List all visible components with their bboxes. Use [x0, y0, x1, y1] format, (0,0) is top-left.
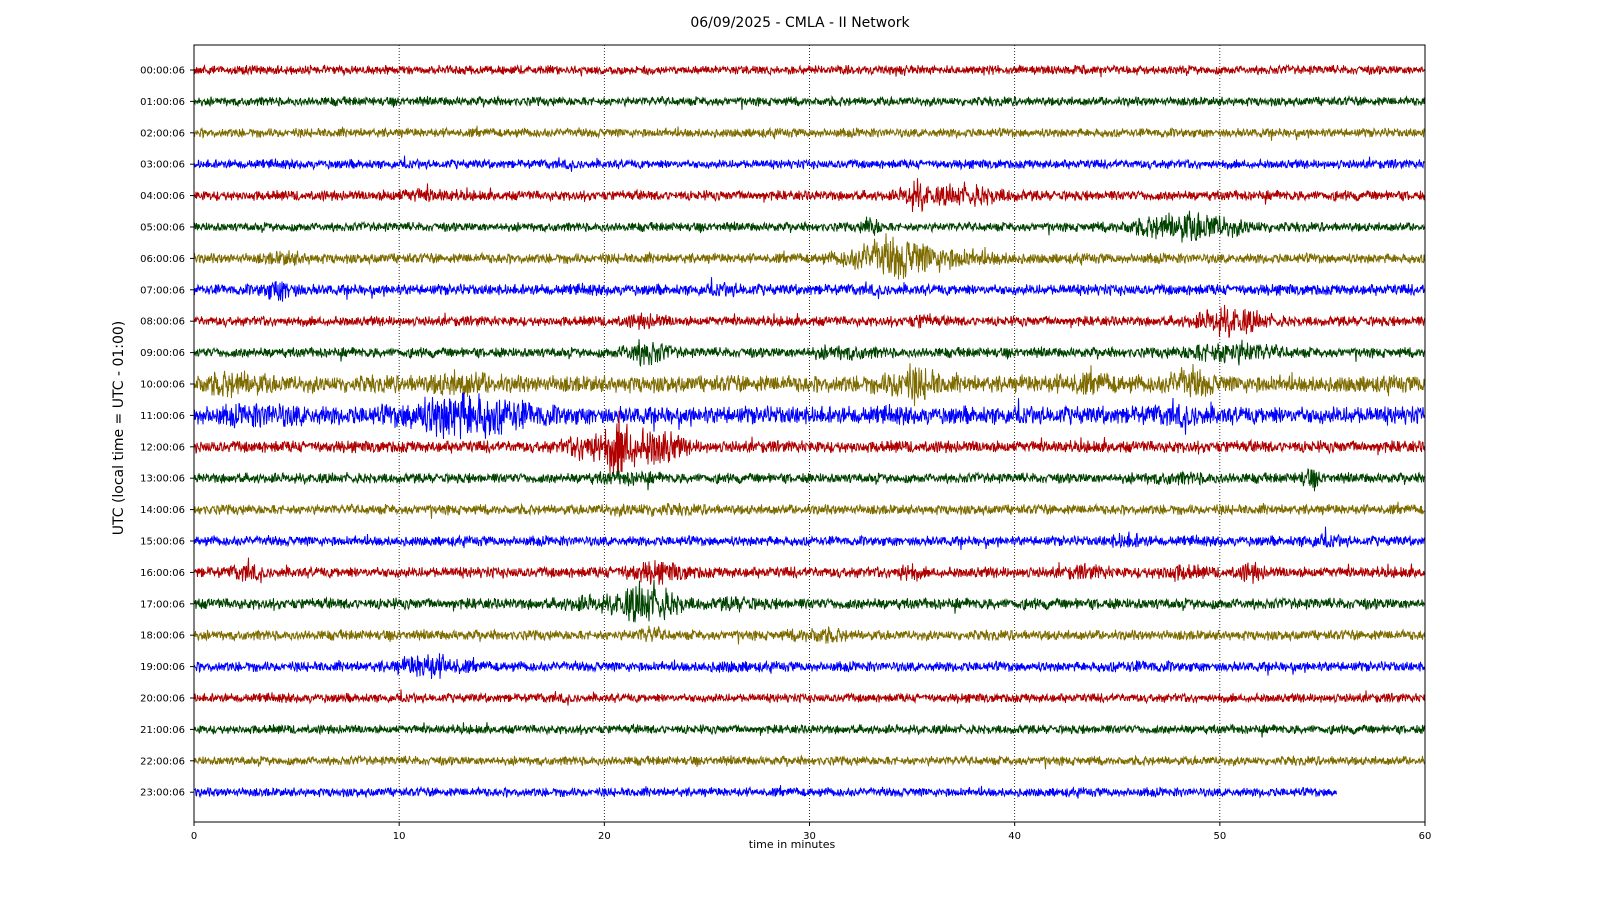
trace-21: [193, 722, 1426, 738]
trace-4: [193, 178, 1425, 213]
trace-6: [193, 233, 1426, 280]
trace-group: [193, 63, 1426, 799]
y-tick-label-23: 23:00:06: [140, 788, 185, 799]
trace-9: [193, 339, 1426, 367]
y-tick-label-20: 20:00:06: [140, 694, 185, 705]
trace-19: [193, 653, 1426, 680]
trace-15: [193, 526, 1426, 551]
grid-lines: [398, 45, 1221, 822]
y-tick-label-3: 03:00:06: [140, 160, 185, 171]
trace-20: [193, 689, 1426, 706]
trace-1: [193, 94, 1426, 110]
trace-2: [193, 125, 1426, 141]
y-tick-label-16: 16:00:06: [140, 568, 185, 579]
y-tick-label-18: 18:00:06: [140, 631, 185, 642]
y-tick-label-12: 12:00:06: [140, 442, 185, 453]
trace-18: [193, 625, 1426, 645]
y-tick-label-5: 05:00:06: [140, 223, 185, 234]
chart-title: 06/09/2025 - CMLA - II Network: [690, 15, 910, 31]
y-tick-label-11: 11:00:06: [140, 411, 185, 422]
y-tick-label-15: 15:00:06: [140, 537, 185, 548]
x-axis-label: time in minutes: [748, 838, 836, 851]
trace-12: [193, 410, 1426, 477]
trace-10: [193, 363, 1426, 407]
trace-5: [193, 210, 1426, 243]
x-tick-label-0: 0: [191, 831, 197, 842]
x-tick-label-50: 50: [1213, 831, 1226, 842]
y-tick-label-21: 21:00:06: [140, 725, 185, 736]
y-tick-label-6: 06:00:06: [140, 254, 185, 265]
x-tick-label-60: 60: [1419, 831, 1432, 842]
x-tick-label-20: 20: [598, 831, 611, 842]
x-tick-label-40: 40: [1008, 831, 1021, 842]
y-tick-label-10: 10:00:06: [140, 380, 185, 391]
trace-3: [193, 155, 1426, 172]
trace-8: [193, 304, 1426, 338]
y-tick-label-4: 04:00:06: [140, 191, 185, 202]
y-tick-label-19: 19:00:06: [140, 662, 185, 673]
trace-7: [193, 277, 1426, 302]
y-tick-label-22: 22:00:06: [140, 756, 185, 767]
trace-13: [193, 468, 1426, 492]
trace-0: [193, 63, 1426, 78]
y-tick-label-17: 17:00:06: [140, 599, 185, 610]
y-axis-ticks: 00:00:06 01:00:06 02:00:06 03:00:06 04:00:06…: [140, 66, 194, 799]
x-tick-label-30: 30: [803, 831, 816, 842]
trace-14: [193, 501, 1426, 519]
trace-23: [193, 785, 1337, 799]
y-tick-label-0: 00:00:06: [140, 66, 185, 77]
x-axis-ticks: 0 10 20 30 40 50 60: [191, 822, 1432, 842]
trace-11: [193, 392, 1426, 440]
trace-22: [193, 754, 1426, 770]
trace-16: [193, 557, 1426, 585]
y-tick-label-13: 13:00:06: [140, 474, 185, 485]
y-tick-label-14: 14:00:06: [140, 505, 185, 516]
x-tick-label-10: 10: [393, 831, 406, 842]
y-tick-label-7: 07:00:06: [140, 285, 185, 296]
y-tick-label-2: 02:00:06: [140, 128, 185, 139]
y-tick-label-9: 09:00:06: [140, 348, 185, 359]
y-tick-label-8: 08:00:06: [140, 317, 185, 328]
trace-17: [193, 579, 1426, 623]
y-tick-label-1: 01:00:06: [140, 97, 185, 108]
